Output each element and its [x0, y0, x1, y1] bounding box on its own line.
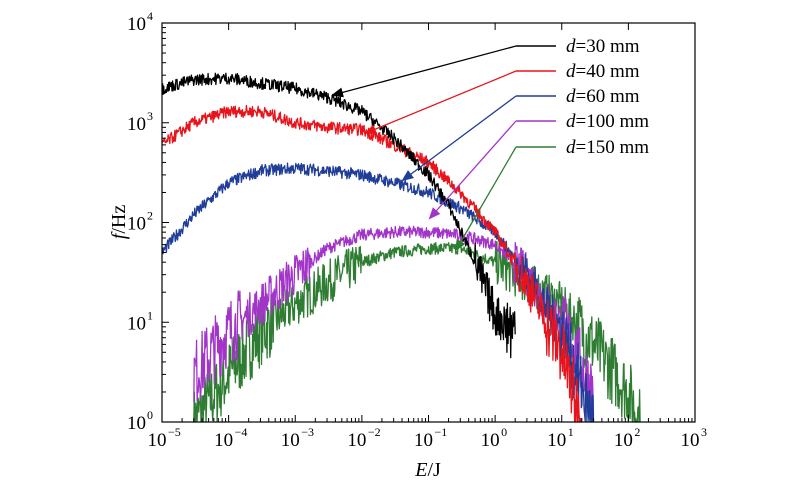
- legend-arrow-150mm: [454, 146, 517, 252]
- series-line-30mm: [161, 72, 516, 359]
- legend-entry-60mm: d=60 mm: [401, 86, 640, 182]
- svg-text:d=150 mm: d=150 mm: [566, 137, 649, 158]
- svg-text:d=60 mm: d=60 mm: [566, 86, 640, 107]
- y-axis-title: f/Hz: [108, 205, 130, 240]
- plot-series-group: [161, 72, 641, 423]
- x-tick-exponent: 0: [501, 425, 507, 439]
- x-tick-exponent: −2: [368, 425, 381, 439]
- y-tick-exponent: 4: [147, 9, 153, 23]
- x-axis-title: E/J: [414, 459, 441, 481]
- x-tick-label: 10: [481, 430, 500, 451]
- y-tick-exponent: 3: [147, 109, 153, 123]
- legend-arrow-60mm: [401, 95, 517, 182]
- x-tick-label: 10: [214, 430, 233, 451]
- x-axis: 10 −5 10 −4 10 −3 10 −2 10 −1 10 0 10 1 10 2 10 3: [148, 23, 707, 451]
- series-line-150mm: [193, 240, 641, 423]
- y-tick-exponent: 2: [147, 209, 153, 223]
- series-line-40mm: [161, 104, 582, 423]
- x-tick-exponent: −5: [168, 425, 181, 439]
- legend-arrow-30mm: [331, 45, 517, 98]
- svg-text:d=40 mm: d=40 mm: [566, 61, 640, 82]
- x-tick-label: 10: [281, 430, 300, 451]
- x-tick-exponent: 3: [701, 425, 707, 439]
- x-tick-exponent: −4: [235, 425, 248, 439]
- legend-entry-40mm: d=40 mm: [364, 61, 640, 134]
- x-tick-label: 10: [614, 430, 633, 451]
- y-tick-exponent: 1: [147, 308, 153, 322]
- legend-entry-150mm: d=150 mm: [454, 137, 649, 252]
- y-tick-exponent: 0: [147, 408, 153, 422]
- x-tick-exponent: −3: [301, 425, 314, 439]
- legend-arrow-100mm: [428, 120, 517, 220]
- y-tick-label: 10: [127, 214, 146, 235]
- x-tick-label: 10: [347, 430, 366, 451]
- legend: d=30 mm d=40 mm d=60 mm: [331, 36, 649, 252]
- y-tick-label: 10: [127, 313, 146, 334]
- legend-entry-100mm: d=100 mm: [428, 111, 649, 220]
- x-tick-exponent: 2: [634, 425, 640, 439]
- x-tick-label: 10: [148, 430, 167, 451]
- svg-text:d=30 mm: d=30 mm: [566, 36, 640, 57]
- x-tick-exponent: 1: [568, 425, 574, 439]
- series-line-100mm: [193, 225, 595, 420]
- y-tick-label: 10: [127, 114, 146, 135]
- legend-arrow-40mm: [364, 70, 517, 134]
- x-tick-label: 10: [414, 430, 433, 451]
- legend-entry-30mm: d=30 mm: [331, 36, 640, 98]
- svg-text:d=100 mm: d=100 mm: [566, 111, 649, 132]
- x-tick-label: 10: [547, 430, 566, 451]
- x-tick-label: 10: [681, 430, 700, 451]
- y-tick-label: 10: [127, 413, 146, 434]
- x-tick-exponent: −1: [435, 425, 448, 439]
- y-tick-label: 10: [127, 14, 146, 35]
